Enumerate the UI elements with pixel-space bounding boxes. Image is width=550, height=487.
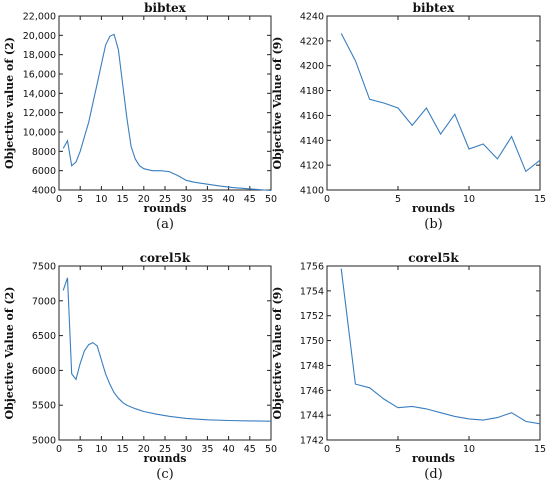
x-tick-label: 10: [95, 444, 107, 455]
y-axis-label: Objective Value of (9): [271, 36, 284, 169]
x-tick-label: 10: [463, 444, 475, 455]
y-tick-label: 1754: [300, 286, 324, 297]
panel-caption: (c): [156, 467, 173, 482]
y-tick-label: 4000: [32, 186, 56, 197]
x-tick-label: 15: [117, 444, 129, 455]
chart-title: corel5k: [140, 251, 191, 265]
panel-caption: (b): [424, 217, 442, 232]
y-tick-label: 16,000: [23, 70, 56, 81]
x-tick-label: 25: [159, 444, 171, 455]
plot-frame: [58, 265, 272, 441]
chart-panel-2: bibtex 0 5 10 15 4100 4120 4140 4160 4180 4200 4220…: [271, 1, 546, 232]
y-tick-label: 1752: [300, 311, 324, 322]
x-tick-label: 35: [201, 194, 213, 205]
x-tick-label: 50: [265, 444, 277, 455]
chart-title: corel5k: [408, 251, 459, 265]
y-tick-label: 8000: [32, 147, 56, 158]
x-tick-label: 5: [395, 194, 401, 205]
y-tick-label: 1748: [300, 361, 324, 372]
x-tick-label: 10: [95, 194, 107, 205]
y-tick-label: 14,000: [23, 89, 56, 100]
panel-caption: (d): [424, 467, 442, 482]
chart-panel-1: bibtex 0 5 10 15 20 25 30 35 40 45 50 4000 6000 8000 10…: [3, 1, 277, 232]
x-tick-label: 10: [463, 194, 475, 205]
x-tick-label: 5: [77, 194, 83, 205]
y-tick-label: 22,000: [23, 12, 56, 23]
x-tick-label: 15: [534, 444, 546, 455]
x-tick-label: 40: [223, 444, 235, 455]
y-tick-label: 1744: [300, 411, 324, 422]
y-tick-label: 5000: [32, 436, 56, 447]
x-tick-label: 30: [180, 194, 192, 205]
x-tick-label: 5: [395, 444, 401, 455]
x-axis-label: rounds: [412, 202, 455, 215]
x-tick-label: 20: [138, 194, 150, 205]
y-tick-label: 5500: [32, 401, 56, 412]
y-axis-label: Objective Value of (9): [271, 286, 284, 419]
y-tick-label: 1756: [300, 262, 324, 273]
x-tick-label: 50: [265, 194, 277, 205]
x-tick-label: 25: [159, 194, 171, 205]
x-tick-label: 0: [56, 194, 62, 205]
series-line: [62, 33, 272, 192]
x-axis-label: rounds: [143, 452, 186, 465]
chart-title: bibtex: [413, 1, 456, 15]
y-tick-label: 6000: [32, 166, 56, 177]
y-tick-label: 18,000: [23, 50, 56, 61]
x-tick-label: 35: [201, 444, 213, 455]
y-tick-label: 1742: [300, 436, 324, 447]
x-tick-label: 0: [324, 444, 330, 455]
y-tick-label: 10,000: [23, 128, 56, 139]
chart-panel-4: corel5k 0 5 10 15 1742 1744 1746 1748 1750 1752 175…: [271, 251, 546, 482]
series-line: [340, 33, 541, 173]
x-axis-label: rounds: [143, 202, 186, 215]
y-tick-label: 4140: [300, 136, 324, 147]
y-tick-label: 4220: [300, 36, 324, 47]
panel-caption: (a): [156, 217, 174, 232]
y-tick-label: 4160: [300, 111, 324, 122]
series-line: [340, 268, 541, 425]
x-tick-label: 15: [117, 194, 129, 205]
y-tick-label: 1746: [300, 386, 324, 397]
x-tick-label: 40: [223, 194, 235, 205]
y-tick-label: 12,000: [23, 108, 56, 119]
x-tick-label: 45: [244, 194, 256, 205]
plot-frame: [58, 15, 272, 191]
y-tick-label: 4100: [300, 186, 324, 197]
x-tick-label: 30: [180, 444, 192, 455]
y-tick-label: 6000: [32, 366, 56, 377]
y-tick-label: 4240: [300, 12, 324, 23]
y-tick-label: 7000: [32, 296, 56, 307]
x-tick-label: 5: [77, 444, 83, 455]
y-tick-label: 4200: [300, 61, 324, 72]
x-tick-label: 45: [244, 444, 256, 455]
y-tick-label: 20,000: [23, 31, 56, 42]
x-tick-label: 0: [56, 444, 62, 455]
y-tick-label: 1750: [300, 336, 324, 347]
y-tick-label: 4180: [300, 86, 324, 97]
y-axis-label: Objective Value of (2): [3, 286, 16, 419]
series-line: [62, 277, 272, 422]
x-tick-label: 0: [324, 194, 330, 205]
y-tick-label: 7500: [32, 262, 56, 273]
chart-panel-3: corel5k 0 5 10 15 20 25 30 35 40 45 50 5000 5500 6000 6…: [3, 251, 277, 482]
plot-frame: [326, 265, 541, 441]
y-tick-label: 6500: [32, 331, 56, 342]
x-tick-label: 15: [534, 194, 546, 205]
chart-title: bibtex: [144, 1, 187, 15]
y-axis-label: Objective value of (2): [3, 37, 16, 169]
x-axis-label: rounds: [412, 452, 455, 465]
y-tick-label: 4120: [300, 161, 324, 172]
plot-frame: [326, 15, 541, 191]
x-tick-label: 20: [138, 444, 150, 455]
